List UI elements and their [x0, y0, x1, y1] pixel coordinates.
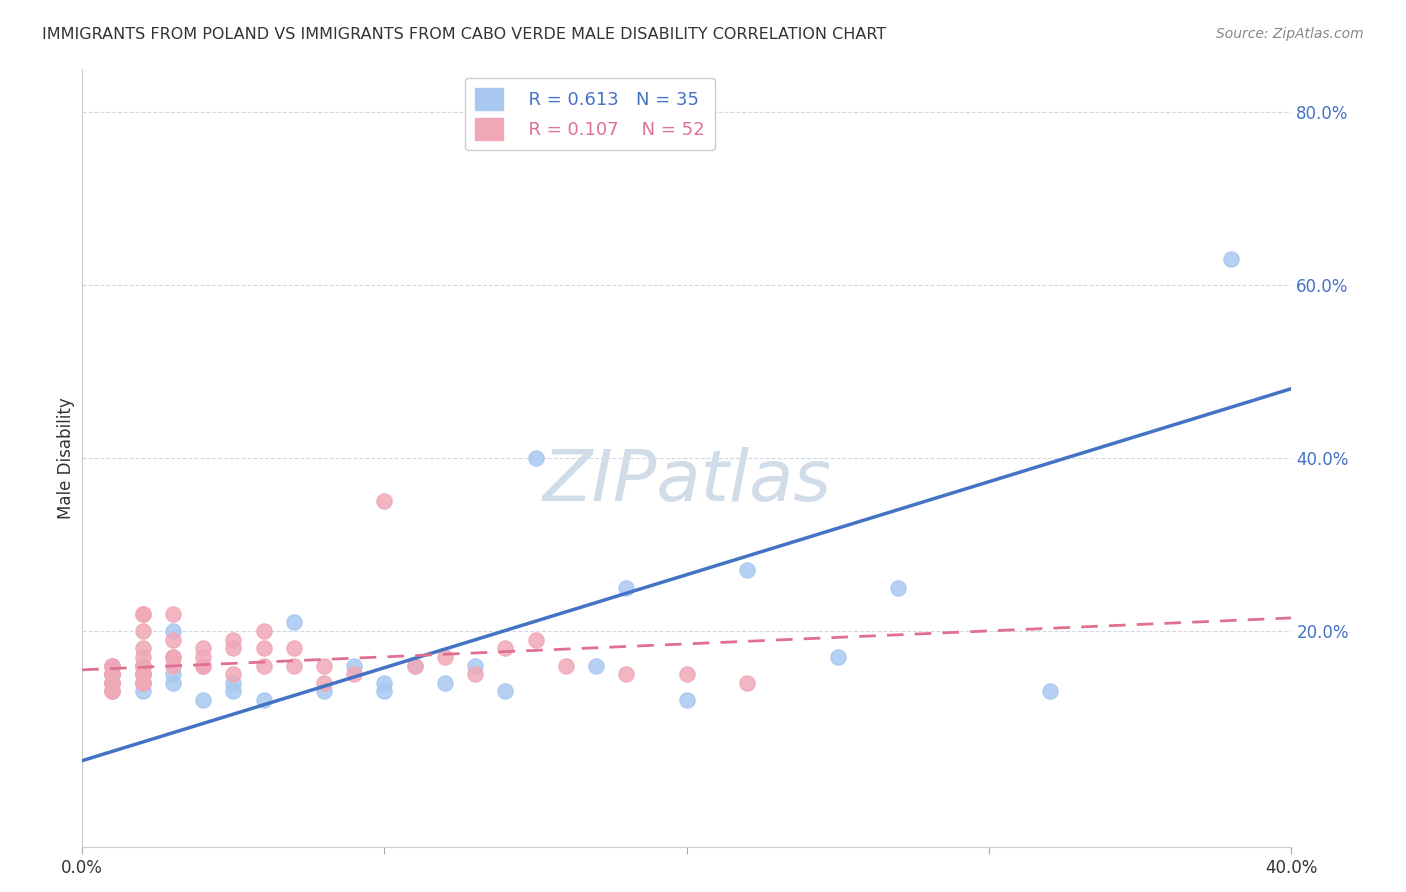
Point: [222, 641, 245, 656]
Point: [312, 684, 335, 698]
Point: [252, 641, 274, 656]
Point: [614, 581, 637, 595]
Point: [252, 624, 274, 638]
Point: [101, 684, 124, 698]
Point: [433, 649, 456, 664]
Point: [131, 675, 153, 690]
Point: [222, 675, 245, 690]
Point: [131, 624, 153, 638]
Point: [283, 641, 305, 656]
Point: [131, 658, 153, 673]
Y-axis label: Male Disability: Male Disability: [58, 397, 75, 519]
Point: [887, 581, 910, 595]
Point: [131, 658, 153, 673]
Point: [735, 675, 758, 690]
Point: [404, 658, 426, 673]
Point: [101, 658, 124, 673]
Point: [252, 693, 274, 707]
Point: [131, 607, 153, 621]
Point: [162, 658, 184, 673]
Point: [101, 675, 124, 690]
Point: [312, 658, 335, 673]
Point: [131, 675, 153, 690]
Point: [312, 675, 335, 690]
Point: [131, 649, 153, 664]
Point: [162, 649, 184, 664]
Point: [222, 632, 245, 647]
Point: [101, 667, 124, 681]
Point: [101, 684, 124, 698]
Point: [283, 615, 305, 630]
Point: [131, 667, 153, 681]
Point: [162, 649, 184, 664]
Point: [222, 684, 245, 698]
Point: [131, 675, 153, 690]
Point: [1220, 252, 1243, 266]
Point: [373, 494, 395, 508]
Point: [101, 675, 124, 690]
Point: [464, 667, 486, 681]
Point: [464, 658, 486, 673]
Point: [131, 641, 153, 656]
Point: [735, 563, 758, 577]
Point: [131, 667, 153, 681]
Point: [343, 667, 366, 681]
Point: [222, 667, 245, 681]
Point: [101, 684, 124, 698]
Point: [162, 632, 184, 647]
Text: ZIPatlas: ZIPatlas: [543, 447, 831, 516]
Point: [162, 667, 184, 681]
Point: [101, 658, 124, 673]
Point: [554, 658, 576, 673]
Point: [162, 624, 184, 638]
Point: [101, 675, 124, 690]
Point: [131, 607, 153, 621]
Point: [101, 675, 124, 690]
Text: IMMIGRANTS FROM POLAND VS IMMIGRANTS FROM CABO VERDE MALE DISABILITY CORRELATION: IMMIGRANTS FROM POLAND VS IMMIGRANTS FRO…: [42, 27, 886, 42]
Point: [191, 649, 214, 664]
Point: [404, 658, 426, 673]
Point: [101, 658, 124, 673]
Point: [827, 649, 849, 664]
Point: [162, 675, 184, 690]
Point: [614, 667, 637, 681]
Point: [524, 632, 547, 647]
Point: [131, 667, 153, 681]
Point: [585, 658, 607, 673]
Point: [283, 658, 305, 673]
Point: [191, 693, 214, 707]
Point: [494, 641, 516, 656]
Point: [433, 675, 456, 690]
Point: [101, 667, 124, 681]
Point: [101, 667, 124, 681]
Point: [191, 658, 214, 673]
Point: [162, 607, 184, 621]
Point: [1039, 684, 1062, 698]
Point: [131, 658, 153, 673]
Legend:   R = 0.613   N = 35,   R = 0.107    N = 52: R = 0.613 N = 35, R = 0.107 N = 52: [464, 78, 716, 151]
Point: [191, 641, 214, 656]
Point: [131, 667, 153, 681]
Point: [675, 667, 697, 681]
Point: [191, 658, 214, 673]
Point: [101, 675, 124, 690]
Point: [524, 450, 547, 465]
Point: [494, 684, 516, 698]
Point: [252, 658, 274, 673]
Point: [131, 684, 153, 698]
Text: Source: ZipAtlas.com: Source: ZipAtlas.com: [1216, 27, 1364, 41]
Point: [101, 667, 124, 681]
Point: [101, 667, 124, 681]
Point: [343, 658, 366, 673]
Point: [373, 684, 395, 698]
Point: [373, 675, 395, 690]
Point: [675, 693, 697, 707]
